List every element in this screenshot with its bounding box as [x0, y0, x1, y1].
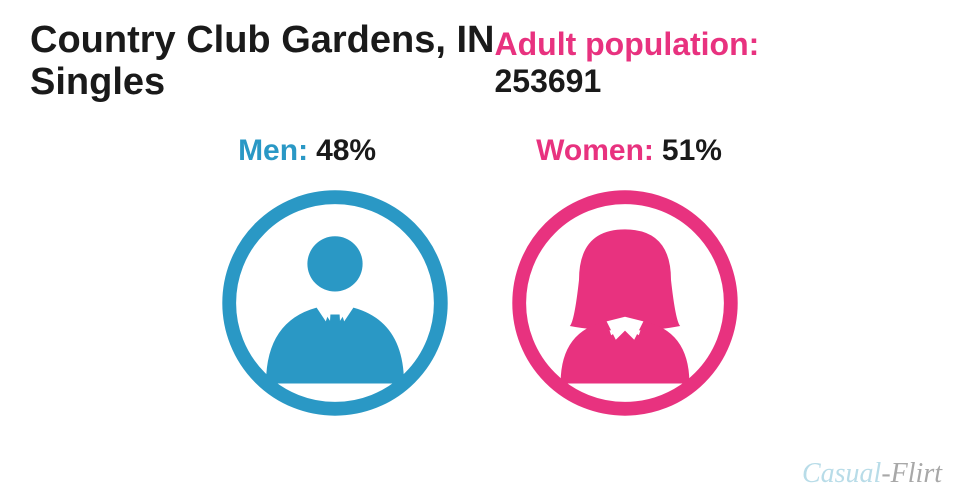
woman-icon — [510, 188, 740, 418]
title-block: Country Club Gardens, IN Singles — [30, 20, 494, 104]
title-line2: Singles — [30, 62, 494, 104]
women-stat: Women:51% — [536, 134, 722, 168]
women-value: 51% — [662, 134, 722, 167]
stats-row: Men:48% Women:51% — [0, 134, 960, 168]
brand-part1: Casual — [802, 458, 881, 489]
brand-part2: -Flirt — [881, 458, 942, 489]
man-icon — [220, 188, 450, 418]
icons-row — [0, 188, 960, 418]
men-label: Men: — [238, 134, 308, 167]
population-block: Adult population: 253691 — [494, 20, 930, 100]
population-label: Adult population: — [494, 26, 759, 62]
header: Country Club Gardens, IN Singles Adult p… — [0, 0, 960, 104]
women-label: Women: — [536, 134, 654, 167]
brand-logo: Casual-Flirt — [802, 458, 942, 490]
men-value: 48% — [316, 134, 376, 167]
population-value: 253691 — [494, 63, 601, 99]
title-line1: Country Club Gardens, IN — [30, 20, 494, 62]
men-stat: Men:48% — [238, 134, 376, 168]
